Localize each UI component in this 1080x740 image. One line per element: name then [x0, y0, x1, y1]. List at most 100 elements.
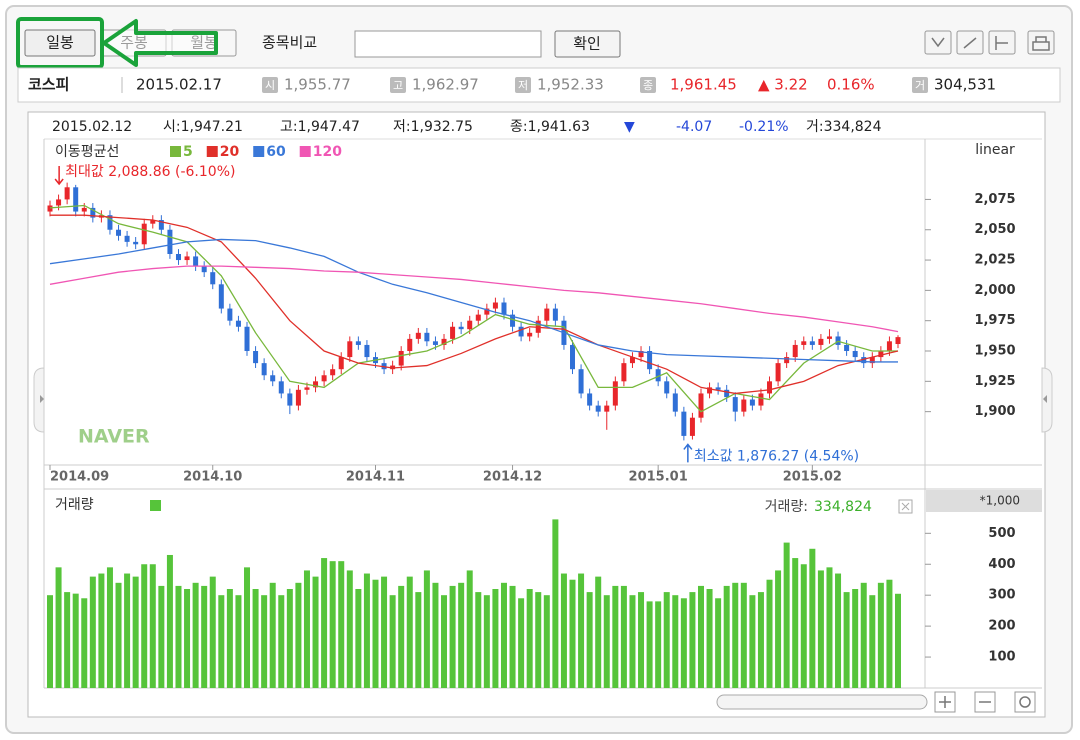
candle-body — [150, 220, 156, 224]
annotation-arrow — [683, 443, 693, 463]
y-tick-label: 400 — [988, 557, 1015, 572]
volume-bar — [552, 519, 559, 688]
legend-title: 이동평균선 — [55, 144, 119, 160]
candle-body — [741, 399, 747, 412]
candle-body — [869, 357, 875, 364]
candle-body — [467, 320, 473, 330]
y-tick-label: 2,025 — [974, 253, 1015, 268]
tab-label: 일봉 — [46, 34, 74, 52]
candle-body — [235, 320, 241, 327]
volume-bar — [372, 579, 379, 688]
volume-bar — [209, 576, 216, 688]
volume-bar — [149, 564, 156, 688]
info-high: 고:1,947.47 — [280, 119, 360, 135]
volume-bar — [192, 582, 199, 688]
zoom-in-glyph — [939, 696, 951, 708]
icon-glyphs — [931, 36, 1050, 51]
candle-body — [621, 363, 627, 382]
volume-bar — [423, 570, 430, 688]
candle-body — [355, 341, 361, 345]
candle-body — [612, 381, 618, 406]
volume-bar — [483, 595, 490, 688]
volume-bar — [475, 592, 482, 688]
volume-bar — [81, 598, 88, 688]
legend-swatch — [150, 500, 161, 511]
candle-body — [844, 344, 850, 352]
tool-icon[interactable] — [924, 30, 952, 55]
reset[interactable] — [1014, 691, 1036, 713]
candle-body — [758, 393, 764, 406]
volume-bar — [158, 585, 165, 688]
candle-body — [244, 326, 250, 352]
info-change: -4.07 — [676, 119, 712, 135]
side-arrow — [1043, 395, 1047, 403]
candle-body — [313, 381, 319, 388]
index-name: 코스피 — [28, 76, 69, 94]
candle-body — [587, 393, 593, 406]
volume-bar — [338, 561, 345, 688]
legend-swatch — [206, 146, 218, 157]
volume-bar — [886, 579, 893, 688]
volume-bar — [689, 592, 696, 688]
candle-body — [895, 337, 901, 345]
candle-body — [424, 332, 430, 342]
candle-body — [278, 381, 284, 394]
change-value: ▲ 3.22 — [758, 76, 808, 94]
volume-bar — [595, 576, 602, 688]
watermark: NAVER — [78, 426, 150, 448]
volume-bar — [809, 548, 816, 688]
candle-body — [578, 369, 584, 394]
volume-bar — [500, 582, 507, 688]
volume-bar — [406, 576, 413, 688]
confirm-label: 확인 — [573, 35, 601, 53]
volume-bar — [381, 576, 388, 688]
volume-bar — [363, 573, 370, 688]
plot-layer: 1,900 1,925 1,950 1,975 2,000 2,025 2,050 2,075… — [47, 144, 1016, 688]
moving-average-line — [49, 204, 898, 413]
volume-bar — [115, 582, 122, 688]
candle-body — [175, 253, 181, 261]
candle-body — [458, 326, 464, 330]
candle-body — [133, 241, 139, 245]
candle-body — [852, 351, 858, 358]
volume-bar — [663, 592, 670, 688]
volume-bar — [132, 576, 139, 688]
confirm-button[interactable] — [554, 30, 621, 58]
volume-bar — [226, 589, 233, 688]
scrollbar[interactable] — [716, 694, 928, 710]
volume-bar — [235, 595, 242, 688]
legend-label: 5 — [183, 144, 193, 160]
scale-label: linear — [975, 142, 1015, 158]
volume-bar — [303, 570, 310, 688]
candle-body — [492, 302, 498, 309]
candle-body — [749, 399, 755, 406]
tag: 고 — [393, 79, 403, 92]
volume-bar — [766, 579, 773, 688]
candle-body — [56, 199, 62, 206]
compare-input[interactable] — [354, 30, 542, 58]
info-date: 2015.02.12 — [52, 119, 132, 135]
candle-body — [304, 387, 310, 390]
volume-bar — [415, 592, 422, 688]
volume-bar — [603, 595, 610, 688]
candle-body — [552, 308, 558, 321]
volume-bar — [783, 542, 790, 688]
candle-body — [261, 363, 267, 376]
volume-bar — [620, 585, 627, 688]
candle-body — [672, 393, 678, 412]
tag-box — [515, 77, 531, 93]
volume-bar — [98, 573, 105, 688]
tab-daily[interactable] — [24, 29, 96, 57]
candle-body — [818, 338, 824, 345]
info-volume: 거:334,824 — [806, 119, 882, 135]
change-percent: 0.16% — [827, 76, 875, 94]
close-glyph — [901, 502, 910, 511]
side-tab-left[interactable] — [33, 367, 45, 433]
volume-bar — [852, 589, 859, 688]
candle-body — [450, 326, 456, 339]
volume-value: 304,531 — [934, 76, 996, 94]
volume-bar — [869, 595, 876, 688]
candle-body — [647, 351, 653, 370]
y-tick-label: 500 — [988, 526, 1015, 541]
